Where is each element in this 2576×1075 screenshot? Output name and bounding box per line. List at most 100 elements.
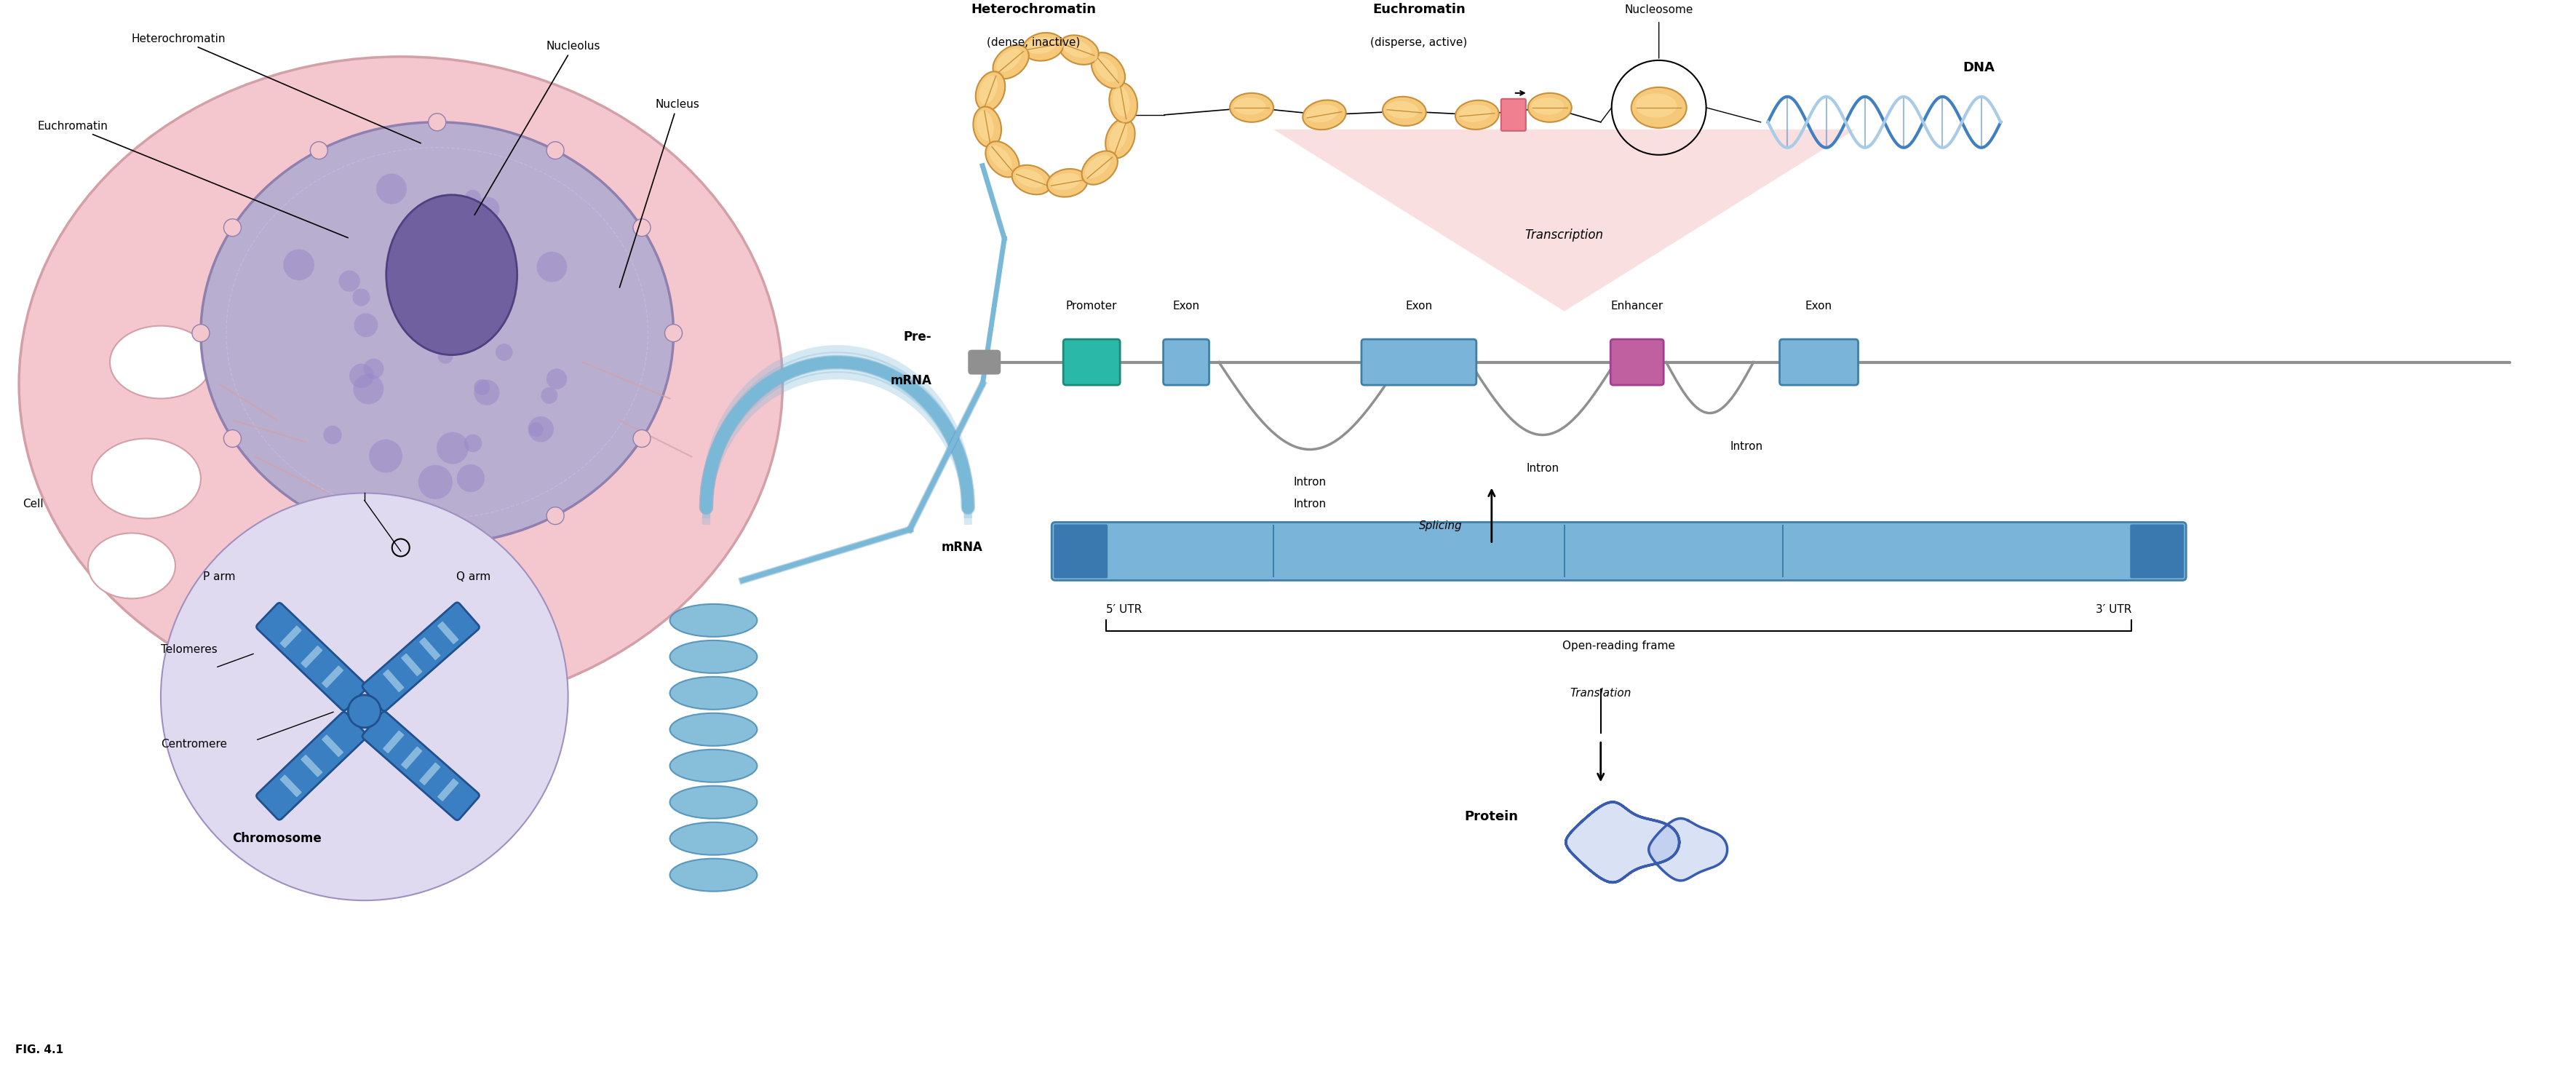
Circle shape [322, 426, 343, 444]
Ellipse shape [201, 123, 672, 544]
FancyBboxPatch shape [281, 775, 301, 797]
Ellipse shape [1012, 166, 1051, 195]
Ellipse shape [1108, 123, 1128, 152]
Text: 5′ UTR: 5′ UTR [1105, 604, 1141, 615]
Ellipse shape [979, 75, 997, 104]
Text: 3′ UTR: 3′ UTR [2094, 604, 2130, 615]
Ellipse shape [670, 677, 757, 710]
Ellipse shape [1023, 32, 1064, 61]
Ellipse shape [1458, 104, 1492, 123]
Circle shape [224, 430, 242, 447]
Ellipse shape [1025, 37, 1056, 54]
Ellipse shape [1095, 56, 1118, 82]
FancyBboxPatch shape [1780, 340, 1857, 385]
Ellipse shape [976, 111, 994, 141]
Ellipse shape [93, 439, 201, 518]
FancyBboxPatch shape [363, 712, 479, 820]
Circle shape [474, 379, 489, 396]
Circle shape [665, 325, 683, 342]
Ellipse shape [976, 72, 1005, 111]
Text: DNA: DNA [1963, 61, 1994, 74]
FancyBboxPatch shape [402, 746, 422, 770]
Text: Intron: Intron [1525, 462, 1558, 473]
Text: Transcription: Transcription [1525, 228, 1602, 242]
Ellipse shape [670, 713, 757, 746]
Text: Intron: Intron [1728, 441, 1762, 451]
Ellipse shape [974, 106, 1002, 147]
Ellipse shape [670, 859, 757, 891]
Circle shape [350, 363, 374, 388]
Ellipse shape [1108, 83, 1136, 123]
Text: Q arm: Q arm [456, 572, 489, 583]
Circle shape [353, 313, 379, 338]
Circle shape [528, 422, 544, 436]
FancyBboxPatch shape [258, 603, 366, 711]
Ellipse shape [1059, 35, 1097, 64]
Text: Cell: Cell [23, 499, 44, 510]
Circle shape [193, 325, 209, 342]
Ellipse shape [997, 48, 1023, 72]
Ellipse shape [1046, 169, 1087, 197]
Ellipse shape [1631, 87, 1687, 128]
Circle shape [456, 464, 484, 492]
Ellipse shape [1084, 155, 1110, 178]
FancyBboxPatch shape [301, 646, 322, 668]
Ellipse shape [670, 641, 757, 673]
Ellipse shape [386, 195, 518, 355]
FancyBboxPatch shape [438, 621, 459, 644]
Text: Nucleus: Nucleus [618, 99, 701, 287]
Text: Protein: Protein [1463, 811, 1517, 823]
Text: P arm: P arm [204, 572, 234, 583]
Text: mRNA: mRNA [891, 374, 933, 387]
Ellipse shape [1082, 151, 1118, 185]
Text: Splicing: Splicing [1419, 520, 1463, 532]
FancyBboxPatch shape [1360, 340, 1476, 385]
Text: Intron: Intron [1293, 477, 1327, 488]
Text: Telomeres: Telomeres [160, 644, 216, 656]
Ellipse shape [1113, 86, 1128, 116]
Ellipse shape [1383, 97, 1425, 126]
Text: FIG. 4.1: FIG. 4.1 [15, 1045, 64, 1056]
Circle shape [634, 430, 649, 447]
FancyBboxPatch shape [322, 734, 343, 757]
Ellipse shape [670, 604, 757, 636]
FancyBboxPatch shape [258, 712, 366, 820]
FancyBboxPatch shape [420, 762, 440, 786]
Circle shape [368, 440, 402, 473]
Ellipse shape [1061, 39, 1092, 58]
FancyBboxPatch shape [1610, 340, 1664, 385]
Circle shape [353, 288, 371, 306]
Text: (disperse, active): (disperse, active) [1370, 37, 1466, 48]
Ellipse shape [670, 822, 757, 855]
Circle shape [283, 249, 314, 281]
FancyBboxPatch shape [281, 626, 301, 648]
Ellipse shape [1105, 118, 1133, 158]
Circle shape [546, 369, 567, 389]
Text: Centromere: Centromere [160, 739, 227, 750]
Circle shape [536, 252, 567, 282]
Circle shape [546, 142, 564, 159]
Circle shape [474, 197, 500, 221]
FancyBboxPatch shape [1064, 340, 1121, 385]
Ellipse shape [670, 749, 757, 783]
Circle shape [464, 434, 482, 453]
Text: Open-reading frame: Open-reading frame [1561, 641, 1674, 651]
Ellipse shape [1051, 173, 1079, 190]
Ellipse shape [1386, 101, 1419, 118]
Circle shape [376, 173, 407, 204]
Ellipse shape [111, 326, 211, 399]
Circle shape [428, 535, 446, 553]
Circle shape [394, 242, 415, 261]
Circle shape [337, 271, 361, 291]
Circle shape [353, 374, 384, 404]
Circle shape [464, 190, 482, 206]
Circle shape [466, 259, 482, 274]
Circle shape [546, 507, 564, 525]
Text: Euchromatin: Euchromatin [1373, 3, 1466, 16]
Text: mRNA: mRNA [940, 541, 981, 555]
Text: Heterochromatin: Heterochromatin [131, 33, 420, 143]
Circle shape [224, 219, 242, 236]
Ellipse shape [88, 533, 175, 599]
Text: Intron: Intron [1293, 499, 1327, 510]
FancyBboxPatch shape [1054, 525, 1108, 578]
